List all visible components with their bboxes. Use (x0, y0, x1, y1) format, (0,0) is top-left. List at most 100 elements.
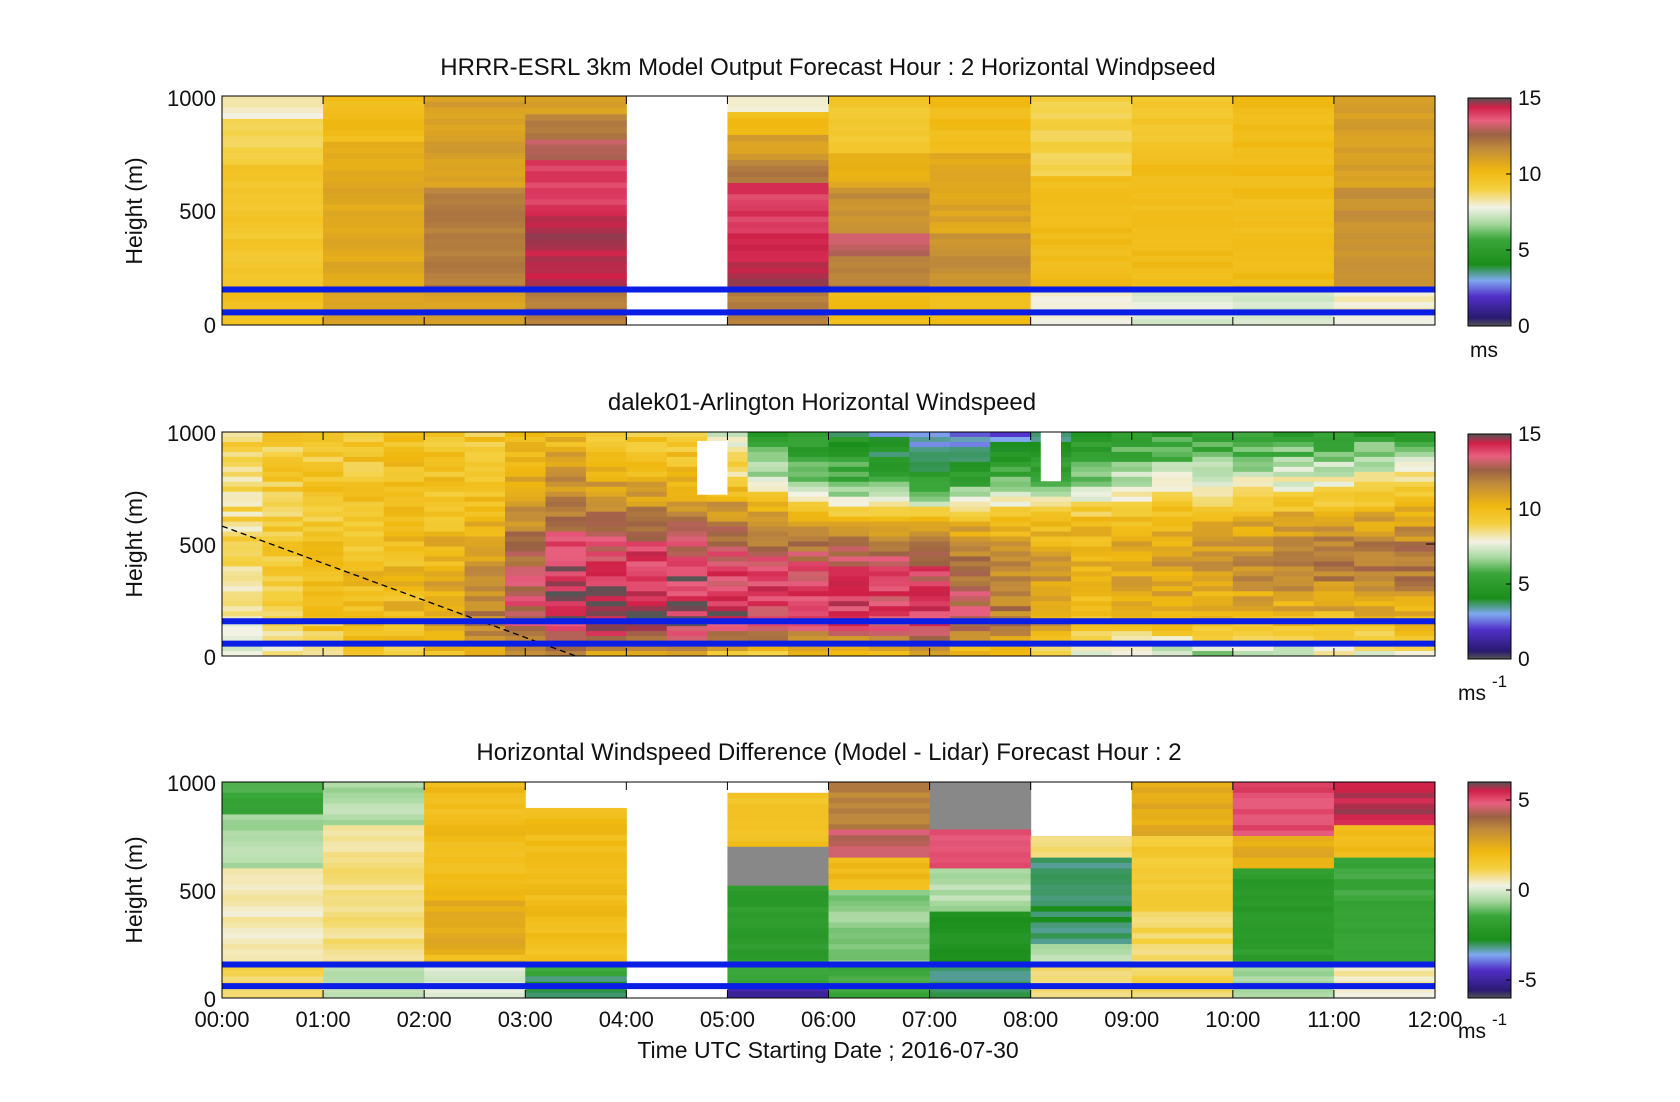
heatmap-cell (343, 611, 385, 617)
heatmap-cell (323, 911, 425, 918)
heatmap-cell (1111, 551, 1153, 557)
heatmap-cell (525, 250, 627, 257)
heatmap-cell (929, 147, 1032, 154)
heatmap-cell (383, 432, 425, 438)
heatmap-cell (545, 611, 587, 617)
heatmap-cell (666, 441, 708, 448)
heatmap-cell (990, 501, 1032, 508)
heatmap-cell (1273, 626, 1315, 632)
heatmap-cell (727, 244, 829, 252)
heatmap-cell (302, 441, 344, 448)
heatmap-cell (424, 267, 526, 274)
heatmap-cell (1333, 911, 1435, 918)
heatmap-cell (1232, 971, 1335, 977)
heatmap-cell (1232, 227, 1335, 234)
heatmap-cell (666, 476, 708, 483)
heatmap-cell (949, 596, 991, 602)
heatmap-cell (464, 556, 506, 562)
heatmap-cell (525, 319, 627, 325)
heatmap-cell (909, 586, 951, 592)
heatmap-cell (1030, 987, 1133, 994)
heatmap-cell (929, 911, 1032, 918)
heatmap-cell (323, 868, 425, 875)
heatmap-cell (1030, 136, 1133, 143)
heatmap-cell (424, 113, 526, 120)
heatmap-cell (505, 596, 547, 602)
heatmap-cell (1313, 471, 1355, 478)
heatmap-cell (929, 808, 1032, 815)
heatmap-cell (545, 651, 587, 656)
heatmap-cell (1030, 917, 1133, 923)
heatmap-cell (222, 561, 264, 567)
heatmap-cell (1192, 476, 1234, 483)
heatmap-cell (727, 205, 829, 212)
heatmap-cell (727, 177, 829, 184)
heatmap-cell (424, 636, 466, 642)
heatmap-cell (666, 536, 708, 543)
heatmap-cell (1030, 646, 1072, 652)
heatmap-cell (343, 441, 385, 448)
heatmap-cell (222, 626, 264, 632)
heatmap-cell (1394, 556, 1435, 562)
heatmap-cell (828, 302, 931, 309)
heatmap-cell (707, 486, 749, 493)
heatmap-cell (222, 319, 324, 325)
heatmap-cell (1232, 136, 1335, 143)
heatmap-cell (929, 193, 1032, 200)
heatmap-cell (383, 521, 425, 528)
heatmap-cell (1111, 506, 1153, 513)
heatmap-cell (424, 803, 526, 810)
heatmap-cell (1131, 863, 1234, 869)
heatmap-cell (1232, 273, 1335, 280)
heatmap-cell (222, 551, 264, 557)
heatmap-cell (1313, 491, 1355, 498)
heatmap-cell (1232, 461, 1274, 468)
colorbar-unit-exponent: -1 (1492, 672, 1507, 691)
heatmap-cell (222, 210, 324, 217)
heatmap-cell (424, 596, 466, 602)
heatmap-cell (323, 873, 425, 880)
heatmap-cell (1131, 917, 1234, 923)
heatmap-cell (990, 481, 1032, 488)
heatmap-cell (1131, 852, 1234, 859)
heatmap-cell (929, 879, 1032, 886)
heatmap-cell (626, 526, 668, 533)
heatmap-cell (424, 273, 526, 280)
heatmap-cell (1333, 879, 1435, 886)
heatmap-cell (828, 571, 870, 577)
heatmap-cell (262, 446, 304, 453)
heatmap-cell (929, 987, 1032, 994)
heatmap-cell (707, 606, 749, 612)
heatmap-cell (525, 160, 627, 167)
heatmap-cell (626, 576, 668, 582)
heatmap-cell (505, 631, 547, 637)
heatmap-cell (1111, 576, 1153, 582)
heatmap-cell (525, 126, 627, 134)
data-gap (1040, 432, 1061, 482)
colorbar-unit: ms (1458, 1020, 1486, 1043)
heatmap-cell (343, 491, 385, 498)
heatmap-cell (929, 101, 1032, 108)
heatmap-cell (585, 626, 627, 632)
heatmap-cell (545, 596, 587, 602)
heatmap-cell (525, 313, 627, 320)
heatmap-cell (424, 290, 526, 297)
heatmap-cell (262, 501, 304, 508)
heatmap-cell (222, 879, 324, 886)
heatmap-cell (1232, 571, 1274, 577)
heatmap-cell (1232, 531, 1274, 538)
heatmap-cell (666, 636, 708, 642)
heatmap-cell (626, 586, 668, 592)
heatmap-cell (585, 481, 627, 488)
heatmap-cell (929, 204, 1032, 211)
heatmap-cell (545, 546, 587, 552)
heatmap-cell (1030, 651, 1072, 656)
heatmap-cell (545, 471, 587, 478)
heatmap-cell (1333, 814, 1435, 821)
heatmap-cell (1354, 481, 1396, 488)
heatmap-cell (666, 576, 708, 582)
heatmap-cell (1333, 971, 1435, 977)
heatmap-cell (302, 586, 344, 592)
heatmap-cell (505, 511, 547, 518)
heatmap-cell (1333, 819, 1435, 826)
